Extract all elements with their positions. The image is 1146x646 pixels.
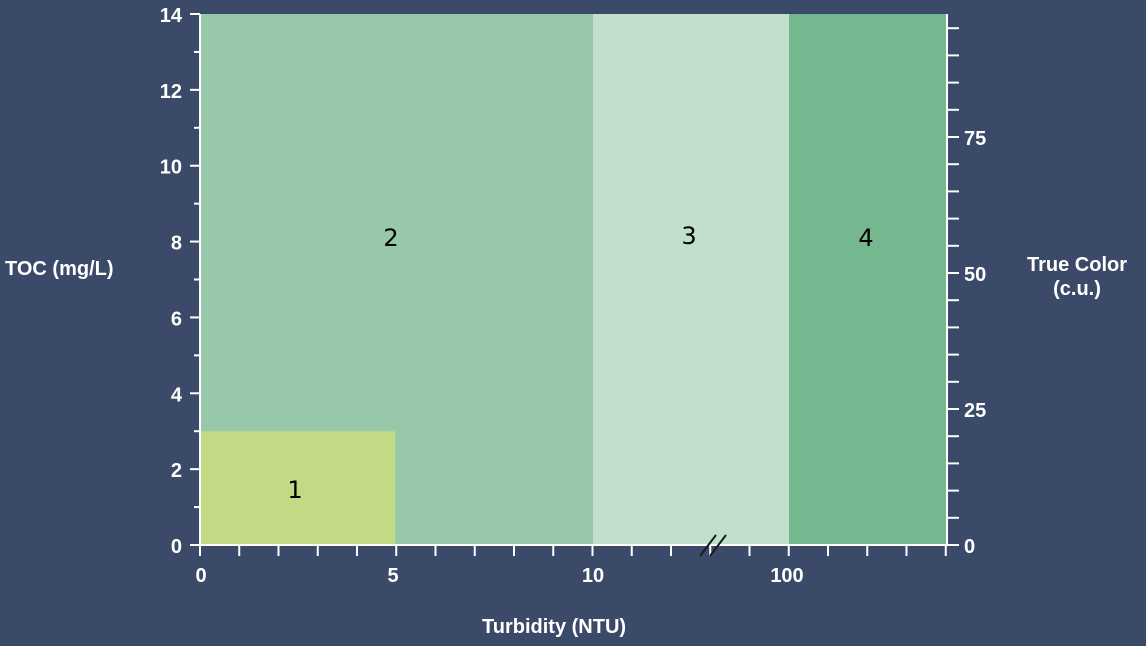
region-1 xyxy=(200,431,395,545)
y-right-tick-label: 75 xyxy=(964,128,986,150)
x-axis-label: Turbidity (NTU) xyxy=(482,616,627,638)
x-tick-label: 100 xyxy=(770,565,803,587)
x-tick-label: 0 xyxy=(195,565,206,587)
region-label-1: 1 xyxy=(287,476,302,504)
axis-break-mark xyxy=(699,534,717,557)
y-right-tick-label: 0 xyxy=(964,536,975,558)
y-axis-right-label: True Color (c.u.) xyxy=(1012,253,1142,301)
y-axis-left-label: TOC (mg/L) xyxy=(5,258,114,280)
y-left-tick-label: 12 xyxy=(160,81,182,103)
region-label-3: 3 xyxy=(681,222,696,250)
y-left-tick-label: 8 xyxy=(171,233,182,255)
region-4 xyxy=(789,14,947,545)
y-left-tick-label: 4 xyxy=(171,384,183,406)
region-label-4: 4 xyxy=(858,224,873,252)
x-tick-label: 10 xyxy=(582,565,604,587)
y-left-tick-label: 6 xyxy=(171,308,182,330)
axis-break-mark xyxy=(709,534,727,557)
y-left-tick-label: 0 xyxy=(171,536,182,558)
region-label-2: 2 xyxy=(383,224,398,252)
y-left-tick-label: 2 xyxy=(171,460,182,482)
y-axis-right-label-line1: True Color xyxy=(1026,254,1127,276)
y-right-tick-label: 25 xyxy=(964,400,986,422)
x-tick-label: 5 xyxy=(387,565,398,587)
y-right-tick-label: 50 xyxy=(964,264,986,286)
region-3 xyxy=(593,14,789,545)
y-left-tick-label: 14 xyxy=(160,5,183,27)
y-left-tick-label: 10 xyxy=(160,157,182,179)
y-axis-right-label-line2: (c.u.) xyxy=(1053,278,1101,300)
